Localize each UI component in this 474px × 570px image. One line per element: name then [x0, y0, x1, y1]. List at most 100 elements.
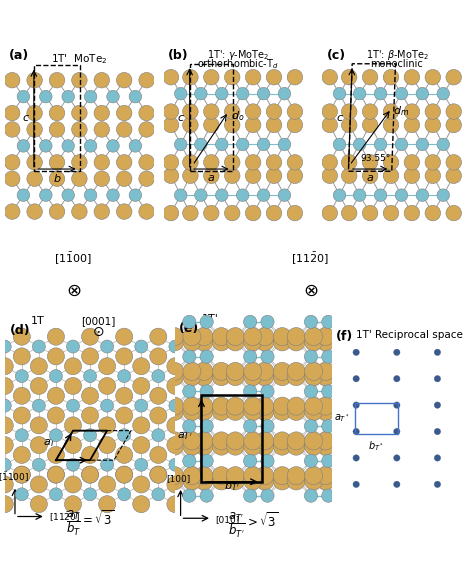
Circle shape — [304, 472, 323, 490]
Circle shape — [117, 105, 132, 121]
Circle shape — [203, 205, 219, 221]
Circle shape — [133, 417, 150, 434]
Circle shape — [107, 91, 119, 103]
Circle shape — [256, 402, 274, 421]
Circle shape — [244, 402, 262, 421]
Circle shape — [82, 328, 99, 345]
Circle shape — [404, 70, 419, 85]
Circle shape — [374, 87, 387, 100]
Text: $c$: $c$ — [177, 112, 185, 123]
Circle shape — [116, 348, 133, 365]
Circle shape — [118, 429, 131, 442]
Circle shape — [383, 154, 399, 170]
Circle shape — [32, 340, 46, 353]
Circle shape — [226, 402, 245, 421]
Circle shape — [304, 467, 323, 484]
Circle shape — [167, 377, 184, 394]
Circle shape — [169, 458, 182, 471]
Circle shape — [72, 105, 87, 121]
Circle shape — [62, 140, 74, 152]
Circle shape — [165, 363, 183, 380]
Circle shape — [273, 328, 292, 345]
Circle shape — [216, 138, 228, 150]
Circle shape — [4, 171, 20, 186]
Circle shape — [150, 446, 167, 463]
Circle shape — [183, 437, 201, 455]
Text: 1T': $\beta$-MoTe$_2$: 1T': $\beta$-MoTe$_2$ — [365, 48, 428, 62]
Circle shape — [133, 437, 150, 454]
Circle shape — [64, 417, 82, 434]
Circle shape — [72, 171, 87, 186]
Circle shape — [27, 72, 42, 88]
Circle shape — [362, 104, 378, 119]
Circle shape — [404, 117, 419, 133]
Circle shape — [64, 377, 82, 394]
Circle shape — [49, 369, 63, 382]
Circle shape — [169, 340, 182, 353]
Circle shape — [13, 466, 30, 483]
Circle shape — [393, 455, 400, 461]
Circle shape — [47, 348, 64, 365]
Circle shape — [226, 472, 245, 490]
Circle shape — [425, 205, 440, 221]
Circle shape — [99, 377, 116, 394]
Circle shape — [256, 397, 274, 415]
Circle shape — [317, 333, 335, 351]
Circle shape — [425, 70, 440, 85]
Circle shape — [278, 189, 291, 201]
Circle shape — [393, 428, 400, 435]
Circle shape — [30, 476, 47, 493]
Circle shape — [257, 138, 270, 150]
Circle shape — [13, 387, 30, 404]
Circle shape — [266, 117, 282, 133]
Circle shape — [446, 205, 462, 221]
Circle shape — [30, 377, 47, 394]
Circle shape — [362, 70, 378, 85]
Circle shape — [83, 369, 97, 382]
Circle shape — [195, 333, 213, 351]
Circle shape — [4, 154, 20, 170]
Circle shape — [304, 432, 323, 450]
Circle shape — [287, 402, 305, 421]
Circle shape — [0, 437, 13, 454]
Circle shape — [212, 333, 230, 351]
Circle shape — [195, 363, 213, 380]
Circle shape — [100, 458, 114, 471]
Circle shape — [150, 328, 167, 345]
Circle shape — [244, 328, 262, 345]
Circle shape — [116, 407, 133, 424]
Text: $b_T$: $b_T$ — [66, 458, 80, 471]
Circle shape — [32, 458, 46, 471]
Circle shape — [183, 467, 201, 484]
Circle shape — [195, 397, 213, 415]
Circle shape — [256, 472, 274, 490]
Circle shape — [99, 358, 116, 375]
Circle shape — [244, 350, 257, 363]
Circle shape — [182, 104, 198, 119]
Circle shape — [446, 168, 462, 184]
Circle shape — [404, 104, 419, 119]
Circle shape — [341, 154, 357, 170]
Text: $\dfrac{a_{T'}}{b_{T'}} > \sqrt{3}$: $\dfrac{a_{T'}}{b_{T'}} > \sqrt{3}$ — [228, 511, 279, 540]
Circle shape — [434, 455, 441, 461]
Circle shape — [212, 402, 230, 421]
Circle shape — [216, 189, 228, 201]
Circle shape — [322, 385, 335, 398]
Circle shape — [152, 488, 165, 501]
Circle shape — [244, 397, 262, 415]
Circle shape — [317, 472, 335, 490]
Circle shape — [195, 467, 213, 484]
Text: $c$: $c$ — [336, 112, 344, 123]
Circle shape — [287, 467, 305, 484]
Circle shape — [135, 458, 148, 471]
Circle shape — [273, 363, 292, 380]
Circle shape — [30, 437, 47, 454]
Circle shape — [287, 104, 303, 119]
Circle shape — [116, 466, 133, 483]
Circle shape — [416, 138, 428, 150]
Circle shape — [362, 117, 378, 133]
Circle shape — [341, 168, 357, 184]
Circle shape — [64, 496, 82, 512]
Circle shape — [246, 154, 261, 170]
Circle shape — [341, 117, 357, 133]
